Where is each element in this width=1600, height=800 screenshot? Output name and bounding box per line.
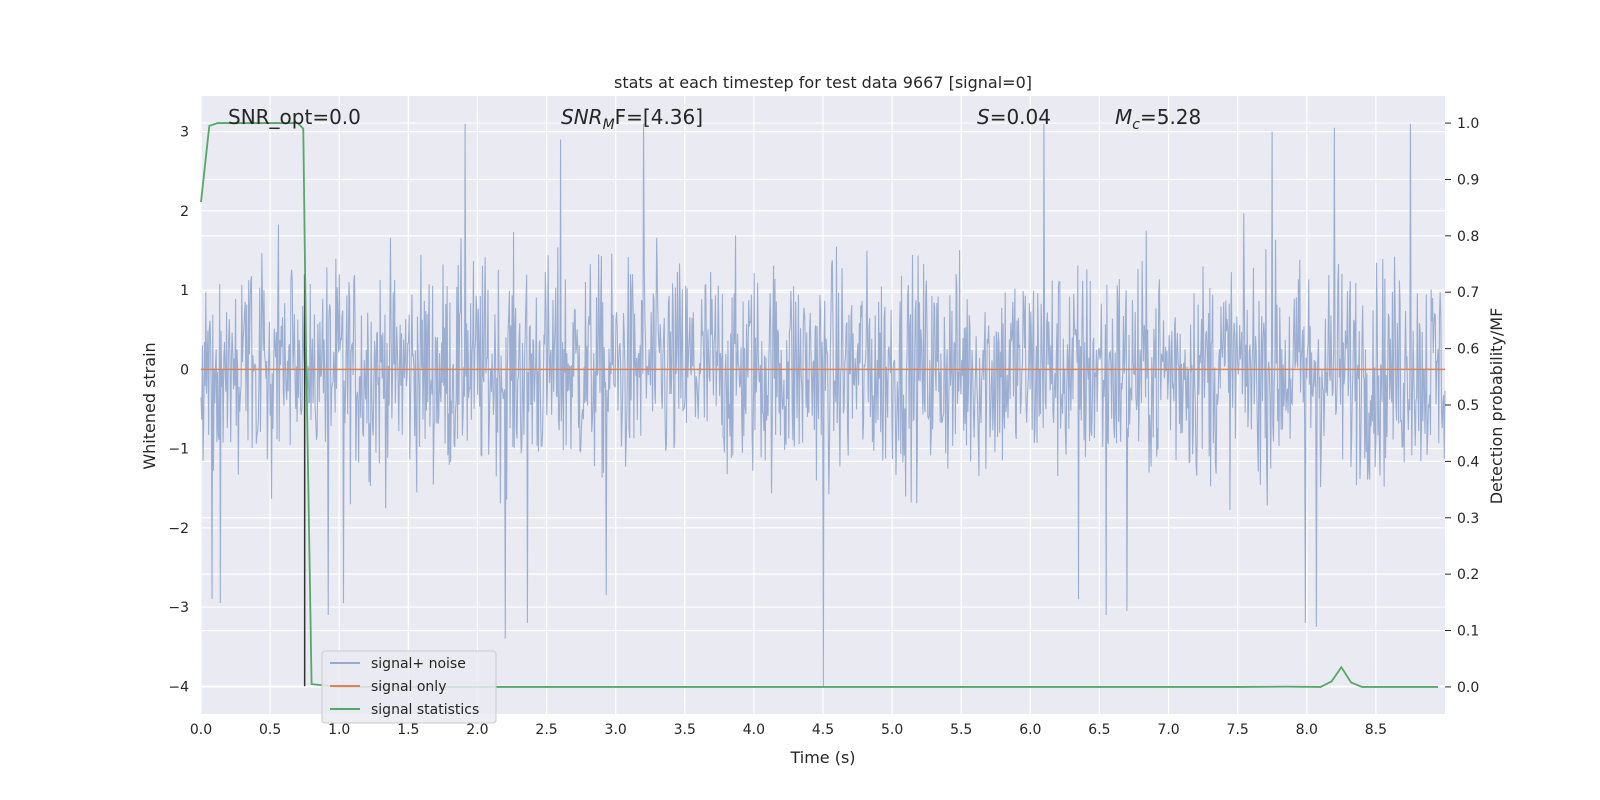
mc-rest: =5.28 bbox=[1140, 105, 1201, 129]
x-axis-ticks: 0.0 0.5 1.0 1.5 2.0 2.5 3.0 3.5 4.0 4.5 5.0 5.5 6.0 6… bbox=[190, 722, 1387, 738]
y-left-tick-label: −1 bbox=[168, 442, 189, 458]
y-right-tick-label: 0.2 bbox=[1457, 567, 1479, 583]
snr-mf-rest: F=[4.36] bbox=[615, 105, 703, 129]
x-tick-label: 7.0 bbox=[1157, 722, 1179, 738]
y-right-tick-label: 0.5 bbox=[1457, 398, 1479, 414]
y-left-axis-ticks: 3 2 1 0 −1 −2 −3 −4 bbox=[168, 125, 189, 696]
y-right-tick-label: 0.1 bbox=[1457, 624, 1479, 640]
legend-label-signal: signal only bbox=[371, 679, 446, 695]
x-tick-label: 8.5 bbox=[1365, 722, 1387, 738]
annotation-snr-mf: SNRMF=[4.36] bbox=[561, 105, 703, 133]
annotation-mc: Mc=5.28 bbox=[1115, 105, 1201, 133]
x-tick-label: 8.0 bbox=[1296, 722, 1318, 738]
y-right-tick-label: 1.0 bbox=[1457, 116, 1479, 132]
x-tick-label: 6.0 bbox=[1019, 722, 1041, 738]
y-right-tick-label: 0.3 bbox=[1457, 511, 1479, 527]
x-tick-label: 7.5 bbox=[1227, 722, 1249, 738]
x-tick-label: 4.0 bbox=[743, 722, 765, 738]
x-tick-label: 2.0 bbox=[466, 722, 488, 738]
y-left-tick-label: −3 bbox=[168, 600, 189, 616]
y-left-tick-label: −4 bbox=[168, 679, 189, 695]
series-signal-only bbox=[201, 274, 1445, 687]
x-axis-label: Time (s) bbox=[789, 748, 855, 767]
y-right-tick-label: 0.0 bbox=[1457, 680, 1479, 696]
x-tick-label: 3.0 bbox=[605, 722, 627, 738]
x-tick-label: 3.5 bbox=[674, 722, 696, 738]
annotation-snr-opt: SNR_opt=0.0 bbox=[228, 105, 361, 129]
legend-label-stats: signal statistics bbox=[371, 702, 479, 718]
y-right-tick-label: 0.7 bbox=[1457, 285, 1479, 301]
y-left-tick-label: 1 bbox=[180, 283, 189, 299]
y-left-axis-label: Whitened strain bbox=[140, 342, 159, 469]
x-tick-label: 6.5 bbox=[1088, 722, 1110, 738]
y-left-tick-label: 3 bbox=[180, 125, 189, 141]
s-rest: =0.04 bbox=[990, 105, 1051, 129]
snr-mf-base: SNR bbox=[561, 105, 603, 129]
y-right-axis-ticks: 1.0 0.9 0.8 0.7 0.6 0.5 0.4 0.3 0.2 0.1 0.0 bbox=[1445, 116, 1479, 696]
x-tick-label: 0.0 bbox=[190, 722, 212, 738]
signal-noise-line bbox=[200, 123, 1446, 687]
y-left-tick-label: 2 bbox=[180, 204, 189, 220]
legend-box bbox=[321, 650, 497, 724]
x-tick-label: 0.5 bbox=[259, 722, 281, 738]
y-right-tick-label: 0.8 bbox=[1457, 229, 1479, 245]
y-left-tick-label: 0 bbox=[180, 362, 189, 378]
s-var: S bbox=[977, 105, 990, 129]
snr-mf-sub: M bbox=[603, 117, 615, 133]
mc-base: M bbox=[1115, 105, 1132, 129]
series-signal-noise bbox=[200, 123, 1446, 687]
legend-label-noise: signal+ noise bbox=[371, 656, 466, 672]
y-left-tick-label: −2 bbox=[168, 521, 189, 537]
x-tick-label: 5.0 bbox=[881, 722, 903, 738]
annotation-s: S=0.04 bbox=[977, 105, 1051, 129]
y-right-tick-label: 0.9 bbox=[1457, 172, 1479, 188]
x-tick-label: 2.5 bbox=[535, 722, 557, 738]
chart-title: stats at each timestep for test data 966… bbox=[614, 73, 1032, 92]
legend: signal+ noise signal only signal statist… bbox=[321, 650, 497, 724]
x-tick-label: 1.0 bbox=[328, 722, 350, 738]
y-right-axis-label: Detection probability/MF bbox=[1487, 308, 1506, 505]
y-right-tick-label: 0.4 bbox=[1457, 454, 1479, 470]
mc-sub: c bbox=[1132, 117, 1140, 133]
x-tick-label: 4.5 bbox=[812, 722, 834, 738]
x-tick-label: 1.5 bbox=[397, 722, 419, 738]
y-right-tick-label: 0.6 bbox=[1457, 342, 1479, 358]
x-tick-label: 5.5 bbox=[950, 722, 972, 738]
